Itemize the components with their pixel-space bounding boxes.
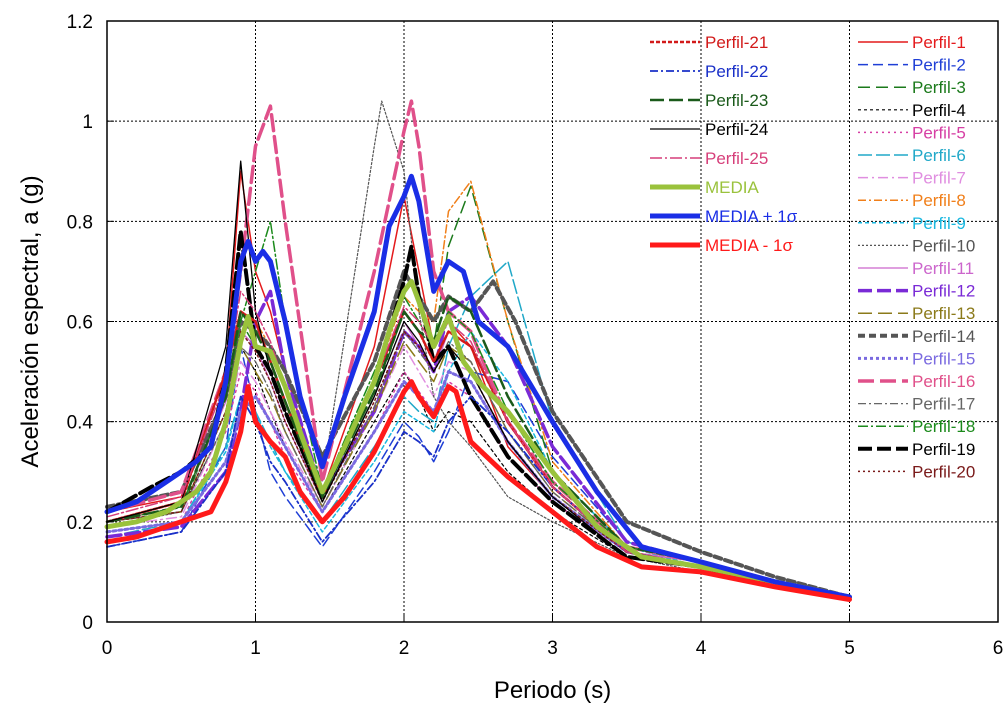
series-line-media bbox=[104, 278, 852, 600]
legend-label-perfil-13: Perfil-13 bbox=[912, 304, 975, 323]
y-tick-label: 0 bbox=[82, 613, 93, 634]
series-line-perfil-23 bbox=[105, 295, 851, 599]
legend: Perfil-21 Perfil-22 Perfil-23 Perfil-24 Perf… bbox=[650, 33, 975, 481]
x-tick-label: 4 bbox=[696, 638, 707, 659]
legend-label-perfil-24: Perfil-24 bbox=[705, 120, 768, 139]
y-tick-label: 1.2 bbox=[67, 12, 93, 33]
legend-label-perfil-4: Perfil-4 bbox=[912, 101, 966, 120]
ticks: 0 1 2 3 4 5 6 0 0.2 0.4 0.6 0.8 1 1.2 bbox=[67, 12, 1004, 659]
x-axis-title: Periodo (s) bbox=[494, 677, 611, 704]
legend-label-perfil-17: Perfil-17 bbox=[912, 395, 975, 414]
series-line-perfil-17 bbox=[106, 330, 851, 598]
legend-label-perfil-23: Perfil-23 bbox=[705, 91, 768, 110]
legend-label-perfil-20: Perfil-20 bbox=[912, 462, 975, 481]
legend-label-perfil-1: Perfil-1 bbox=[912, 33, 966, 52]
x-tick-label: 3 bbox=[547, 638, 558, 659]
legend-label-perfil-8: Perfil-8 bbox=[912, 191, 966, 210]
x-tick-label: 0 bbox=[102, 638, 113, 659]
legend-label-media: MEDIA bbox=[705, 178, 760, 197]
y-tick-label: 1 bbox=[82, 112, 93, 133]
y-tick-label: 0.4 bbox=[67, 413, 94, 434]
legend-label-perfil-3: Perfil-3 bbox=[912, 78, 966, 97]
legend-label-perfil-14: Perfil-14 bbox=[912, 327, 975, 346]
legend-label-perfil-25: Perfil-25 bbox=[705, 149, 768, 168]
legend-label-perfil-22: Perfil-22 bbox=[705, 62, 768, 81]
series-line-media-1sigma bbox=[104, 379, 852, 602]
x-tick-label: 1 bbox=[250, 638, 261, 659]
legend-label-perfil-10: Perfil-10 bbox=[912, 236, 975, 255]
x-tick-label: 5 bbox=[844, 638, 855, 659]
series-line-perfil-24 bbox=[106, 160, 851, 598]
series-line-media-plus-1sigma bbox=[104, 173, 852, 600]
legend-label-perfil-9: Perfil-9 bbox=[912, 214, 966, 233]
legend-label-perfil-7: Perfil-7 bbox=[912, 169, 966, 188]
series-layer bbox=[104, 99, 852, 602]
legend-label-perfil-18: Perfil-18 bbox=[912, 417, 975, 436]
y-tick-label: 0.8 bbox=[67, 212, 93, 233]
x-tick-label: 6 bbox=[993, 638, 1004, 659]
legend-label-perfil-11: Perfil-11 bbox=[912, 259, 974, 278]
legend-label-perfil-15: Perfil-15 bbox=[912, 349, 975, 368]
legend-label-perfil-2: Perfil-2 bbox=[912, 56, 966, 75]
legend-label-perfil-6: Perfil-6 bbox=[912, 146, 966, 165]
legend-label-media-1sigma: MEDIA - 1σ bbox=[705, 236, 793, 255]
y-tick-label: 0.6 bbox=[67, 313, 93, 334]
legend-label-perfil-5: Perfil-5 bbox=[912, 123, 966, 142]
legend-label-perfil-21: Perfil-21 bbox=[705, 33, 768, 52]
legend-label-perfil-19: Perfil-19 bbox=[912, 440, 975, 459]
legend-label-perfil-12: Perfil-12 bbox=[912, 282, 975, 301]
legend-label-media-plus-1sigma: MEDIA + 1σ bbox=[705, 207, 798, 226]
y-tick-label: 0.2 bbox=[67, 513, 93, 534]
y-axis-title: Aceleración espectral, a (g) bbox=[17, 175, 44, 467]
legend-label-perfil-16: Perfil-16 bbox=[912, 372, 975, 391]
x-tick-label: 2 bbox=[399, 638, 410, 659]
